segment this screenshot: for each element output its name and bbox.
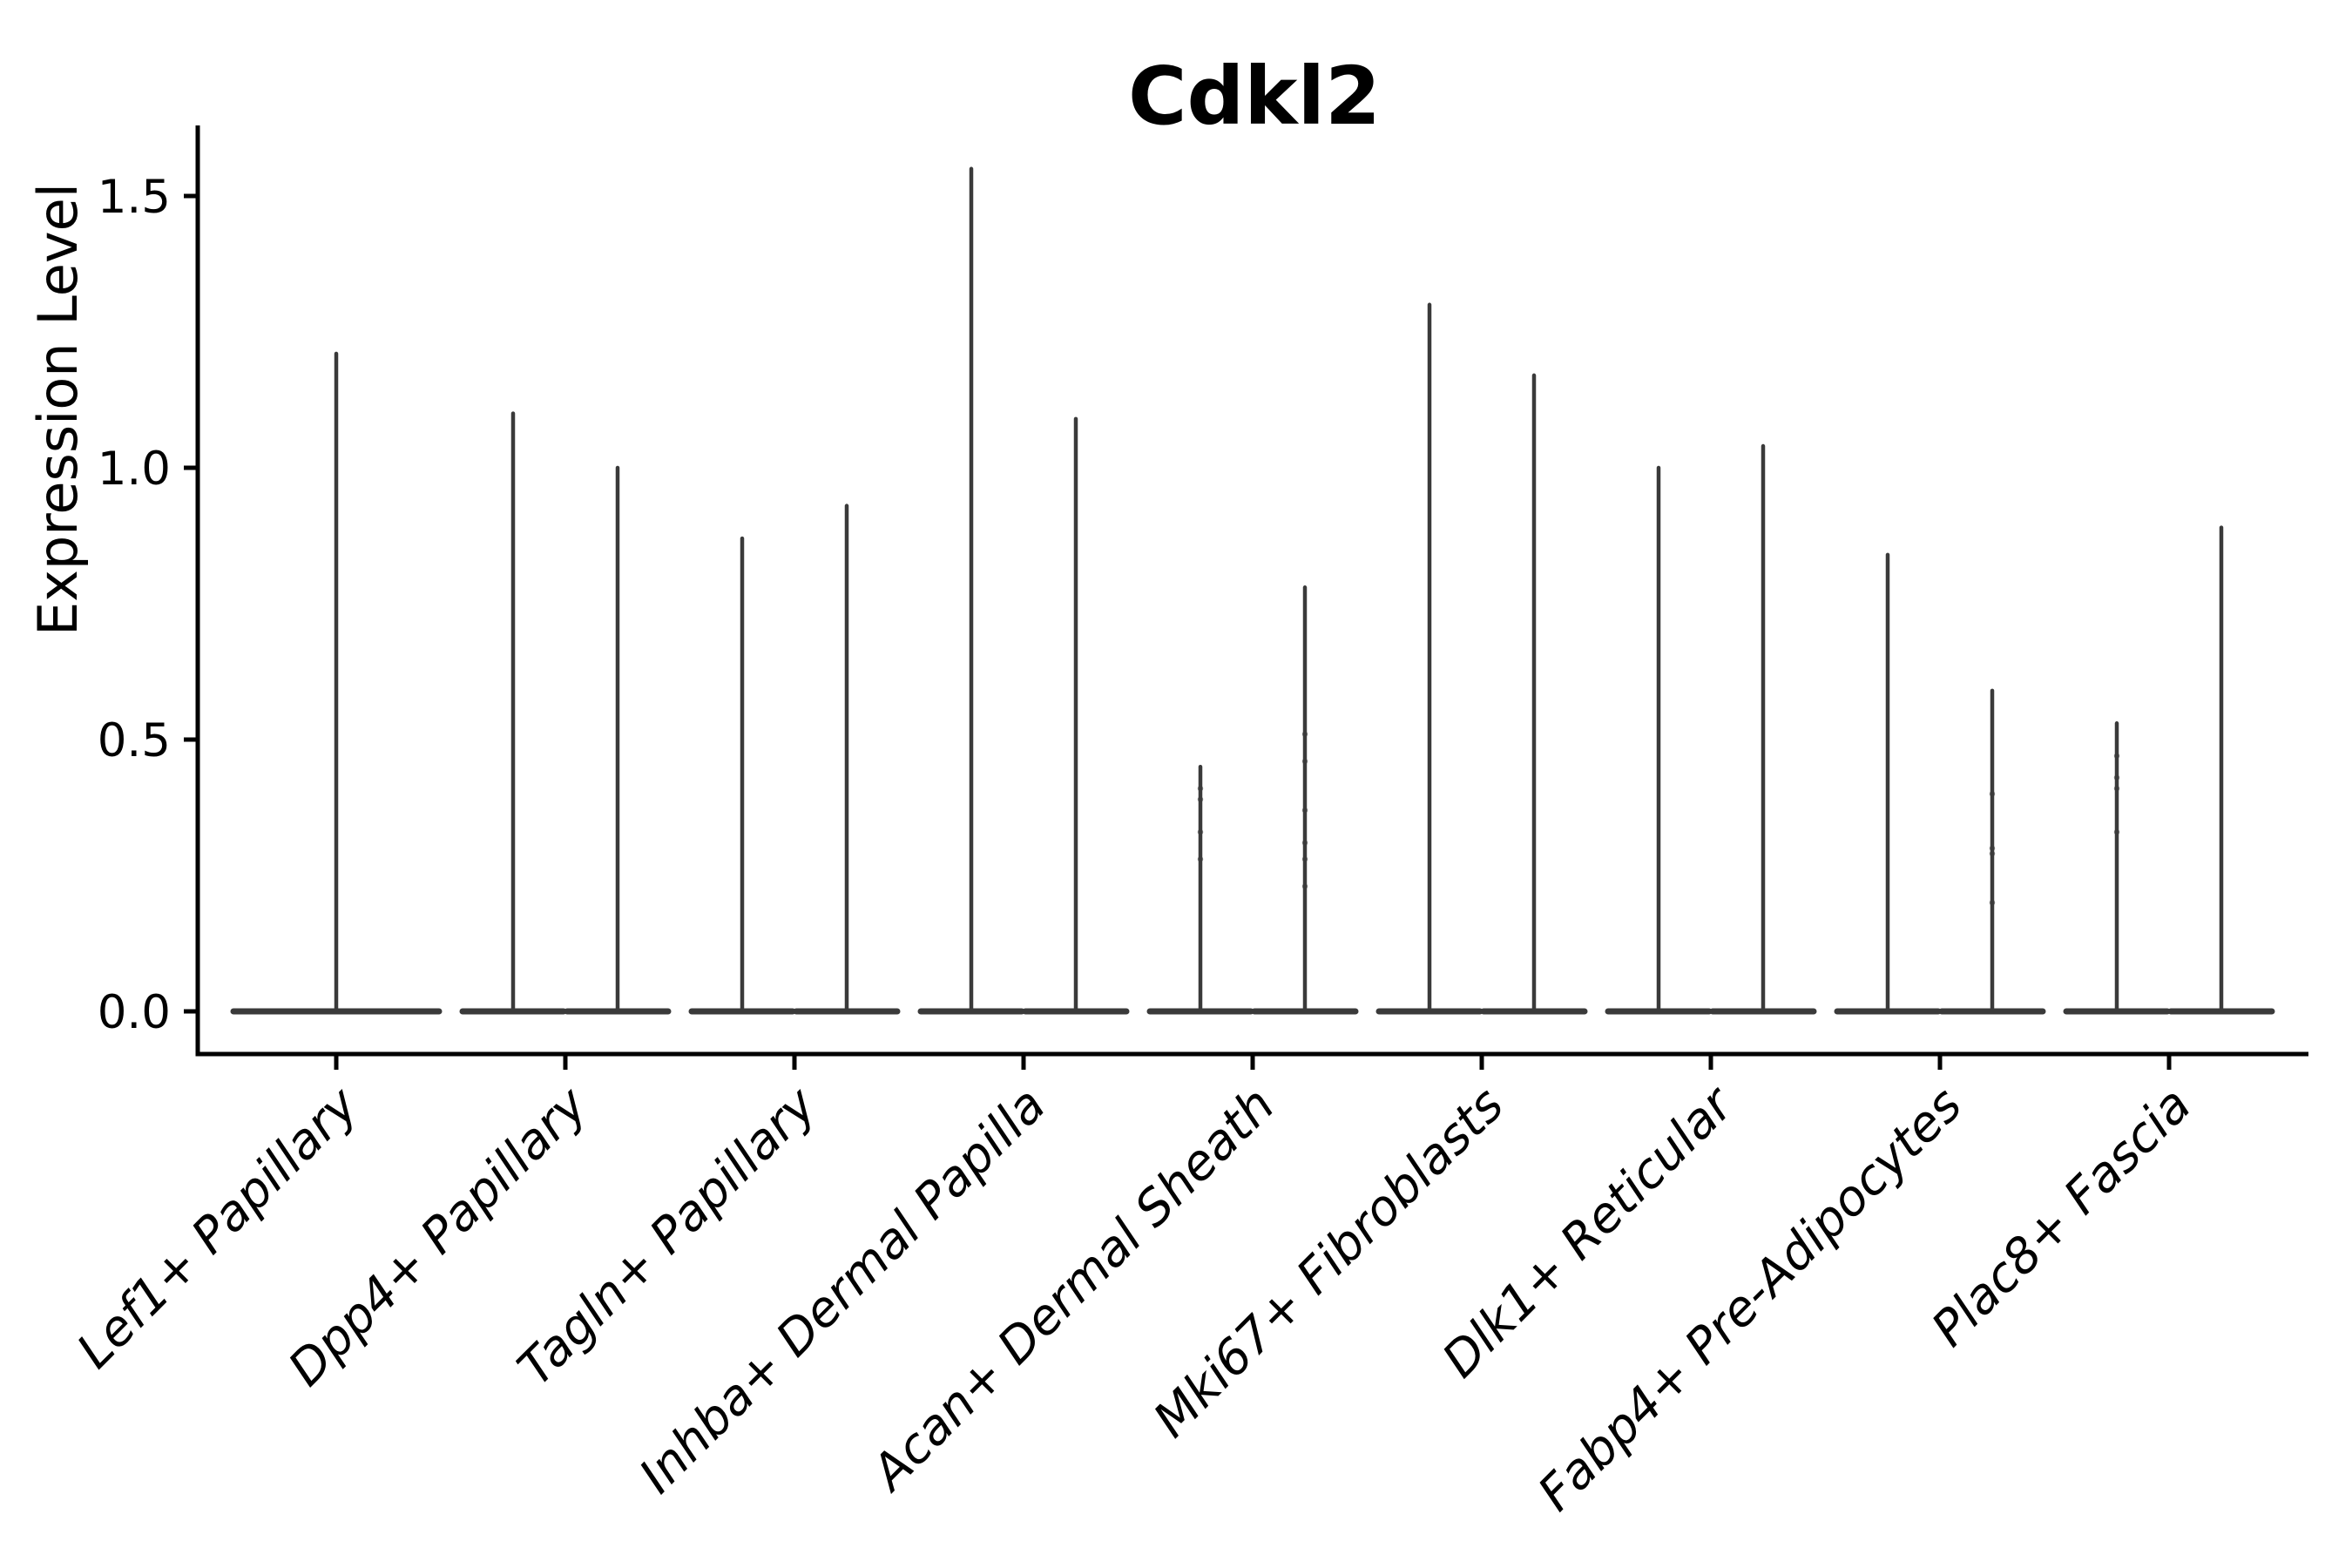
axis-spines <box>195 125 2308 1057</box>
cell-point <box>1301 840 1308 846</box>
y-axis-label: Expression Level <box>26 183 90 636</box>
cell-point <box>1197 856 1204 862</box>
cell-point <box>1989 900 1996 906</box>
cell-point <box>1197 785 1204 792</box>
cell-point <box>1989 850 1996 857</box>
violin <box>2167 525 2275 1015</box>
violin <box>1022 416 1130 1015</box>
cell-point <box>2113 828 2120 835</box>
cell-point <box>1197 828 1204 835</box>
cell-point <box>1197 796 1204 802</box>
violin <box>1146 764 1254 1015</box>
x-tick-label: Fabp4+ Pre-Adipocytes <box>1528 1077 1973 1522</box>
cell-point <box>1989 845 1996 851</box>
cell-point <box>1301 758 1308 765</box>
y-tick-label: 1.5 <box>98 171 171 224</box>
cell-point <box>1989 791 1996 797</box>
y-tick-label: 0.5 <box>98 714 171 767</box>
violin <box>1480 373 1588 1015</box>
violin <box>230 351 443 1015</box>
violin <box>1834 552 1942 1015</box>
cell-point <box>2113 774 2120 781</box>
violin <box>1251 585 1359 1015</box>
cell-point <box>1301 807 1308 814</box>
cell-point <box>2113 753 2120 759</box>
violin <box>1605 465 1713 1015</box>
violin <box>793 504 901 1015</box>
cell-point <box>1301 856 1308 862</box>
x-tick-label: Inhba+ Dermal Papilla <box>629 1077 1057 1504</box>
violin <box>459 411 567 1015</box>
y-tick-label: 1.0 <box>98 443 171 496</box>
x-tick-label: Acan+ Dermal Sheath <box>860 1077 1286 1503</box>
y-tick-label: 0.0 <box>98 986 171 1039</box>
violins <box>230 166 2275 1015</box>
cell-point <box>1301 731 1308 737</box>
y-axis-ticks: 0.0 0.5 1.0 1.5 <box>98 171 198 1039</box>
violin <box>2063 721 2171 1015</box>
cell-point <box>1301 883 1308 889</box>
cell-point <box>2113 785 2120 792</box>
violin <box>1938 688 2046 1015</box>
violin <box>917 166 1025 1015</box>
violin <box>1709 443 1817 1015</box>
plot-title: Cdkl2 <box>1128 50 1381 143</box>
violin <box>564 465 672 1015</box>
violin <box>688 536 796 1015</box>
violin <box>1375 302 1484 1015</box>
